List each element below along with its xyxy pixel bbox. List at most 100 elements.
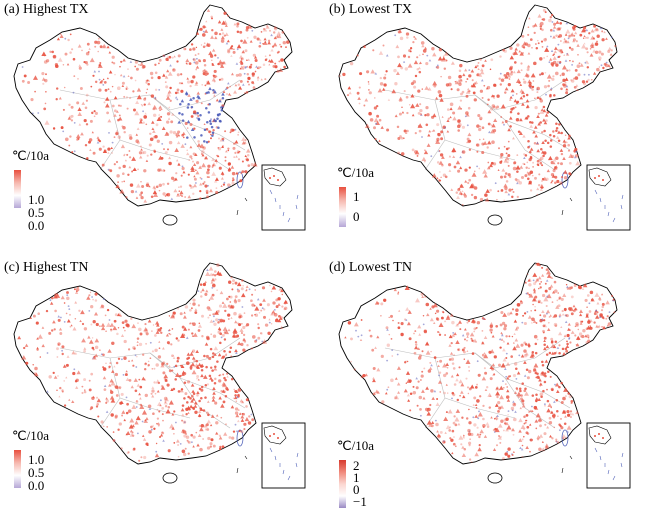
- station-marker: [557, 331, 563, 336]
- station-marker: [212, 273, 215, 276]
- station-marker: [505, 375, 508, 378]
- station-marker: [533, 363, 539, 368]
- station-marker: [183, 421, 186, 424]
- station-markers: [17, 263, 288, 462]
- station-marker: [460, 390, 464, 394]
- station-marker: [510, 88, 515, 93]
- station-marker: [515, 93, 518, 95]
- station-marker: [491, 334, 495, 338]
- station-marker: [532, 130, 536, 134]
- station-marker: [83, 349, 86, 353]
- station-marker: [190, 394, 194, 398]
- station-marker: [479, 395, 482, 398]
- station-marker: [169, 64, 172, 67]
- station-marker: [46, 390, 49, 393]
- station-marker: [128, 165, 132, 169]
- station-marker: [586, 51, 589, 54]
- station-marker: [177, 444, 180, 446]
- station-marker: [117, 104, 121, 107]
- station-marker: [536, 438, 540, 441]
- station-marker: [120, 144, 126, 149]
- station-marker: [425, 302, 430, 307]
- station-marker: [85, 93, 89, 97]
- station-marker: [407, 55, 411, 59]
- station-marker: [565, 349, 569, 353]
- station-marker: [141, 104, 144, 107]
- station-marker: [187, 173, 190, 176]
- station-marker: [406, 321, 411, 326]
- station-marker: [212, 313, 215, 316]
- station-marker: [218, 374, 220, 377]
- station-marker: [542, 176, 548, 181]
- station-marker: [353, 322, 359, 327]
- station-marker: [550, 410, 554, 414]
- station-marker: [563, 37, 566, 40]
- station-marker: [21, 355, 27, 360]
- station-marker: [533, 334, 538, 339]
- station-marker: [379, 82, 384, 86]
- station-marker: [232, 430, 236, 433]
- station-marker: [134, 65, 137, 68]
- station-marker: [490, 331, 493, 334]
- station-marker: [430, 115, 435, 119]
- station-marker: [536, 86, 540, 91]
- station-marker: [484, 193, 488, 197]
- station-marker: [478, 435, 481, 439]
- station-marker: [161, 431, 165, 435]
- station-marker: [526, 161, 529, 164]
- station-marker: [467, 432, 472, 436]
- station-marker: [172, 315, 175, 318]
- station-marker: [534, 371, 538, 375]
- station-marker: [250, 314, 254, 317]
- station-marker: [450, 341, 453, 345]
- station-marker: [411, 148, 415, 152]
- station-marker: [53, 55, 56, 58]
- station-marker: [182, 430, 187, 434]
- station-marker: [151, 368, 154, 370]
- station-marker: [570, 400, 574, 403]
- station-marker: [219, 341, 222, 345]
- station-marker: [227, 149, 230, 152]
- station-marker: [565, 91, 569, 95]
- station-marker: [464, 168, 468, 172]
- station-marker: [575, 344, 578, 346]
- station-marker: [423, 46, 428, 50]
- station-marker: [557, 35, 561, 38]
- station-marker: [193, 401, 198, 405]
- station-marker: [499, 394, 504, 400]
- station-marker: [206, 336, 210, 341]
- station-marker: [130, 385, 134, 389]
- station-marker: [482, 417, 485, 421]
- station-marker: [250, 347, 253, 350]
- station-marker: [104, 88, 108, 92]
- station-marker: [175, 172, 178, 175]
- station-marker: [457, 105, 462, 110]
- station-marker: [221, 381, 226, 386]
- station-marker: [257, 79, 259, 81]
- station-marker: [504, 86, 509, 91]
- station-marker: [516, 170, 519, 173]
- legend-tick: 0: [353, 482, 360, 497]
- station-marker: [83, 378, 87, 382]
- station-marker: [227, 14, 229, 17]
- station-marker: [185, 62, 188, 65]
- station-marker: [155, 330, 160, 334]
- station-marker: [191, 350, 194, 353]
- station-marker: [585, 80, 589, 83]
- station-marker: [230, 377, 234, 381]
- station-marker: [557, 415, 559, 417]
- station-marker: [372, 376, 375, 380]
- station-marker: [99, 62, 102, 64]
- station-marker: [176, 359, 179, 363]
- station-marker: [528, 83, 532, 88]
- station-marker: [454, 80, 457, 83]
- station-marker: [527, 180, 532, 185]
- station-marker: [459, 328, 462, 331]
- station-marker: [162, 182, 165, 186]
- station-marker: [583, 42, 586, 45]
- province-line: [99, 397, 121, 429]
- station-marker: [203, 140, 206, 143]
- station-marker: [179, 312, 183, 316]
- station-marker: [204, 384, 208, 387]
- station-marker: [350, 337, 353, 341]
